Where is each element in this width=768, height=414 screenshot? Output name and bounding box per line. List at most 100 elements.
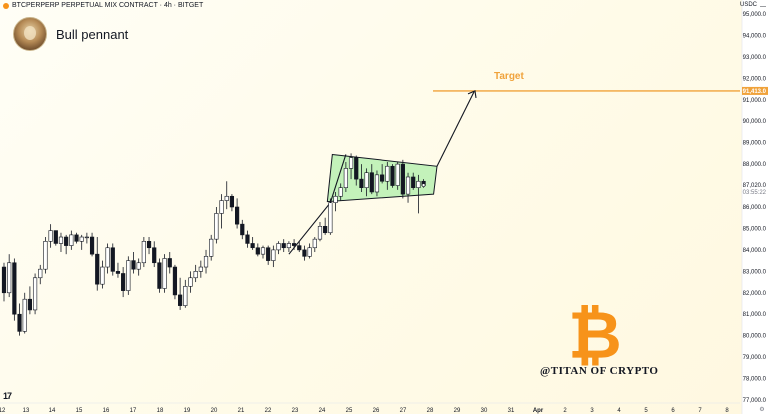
candle-up[interactable] [209,238,214,257]
candle-up[interactable] [32,277,38,311]
y-tick-label: 85,000.0 [743,226,767,232]
candle-up[interactable] [317,226,323,240]
candle-up[interactable] [79,236,84,242]
candle-down[interactable] [121,273,126,291]
candle-up[interactable] [348,157,354,169]
tradingview-logo-icon[interactable]: 17 [3,391,12,401]
candle-down[interactable] [1,266,7,294]
candle-down[interactable] [255,247,260,255]
candle-up[interactable] [43,241,48,270]
x-tick-label: 27 [400,408,407,414]
candle-down[interactable] [53,230,58,244]
candle-down[interactable] [411,176,416,189]
candle-down[interactable] [359,178,364,189]
candle-up[interactable] [312,238,317,249]
candle-up[interactable] [203,256,209,268]
candle-up[interactable] [219,200,224,214]
candle-up[interactable] [364,172,369,188]
candle-up[interactable] [416,180,421,188]
candle-up[interactable] [405,176,411,195]
candle-down[interactable] [291,243,297,246]
candle-up[interactable] [286,243,292,249]
candle-down[interactable] [250,243,255,249]
candle-up[interactable] [105,247,110,268]
candle-down[interactable] [380,174,385,182]
candle-down[interactable] [27,298,33,311]
candle-up[interactable] [224,195,229,201]
candle-up[interactable] [333,195,338,204]
candle-up[interactable] [343,168,348,188]
x-tick-label: 15 [76,408,83,414]
candle-down[interactable] [89,236,95,255]
candle-down[interactable] [172,266,178,296]
candle-up[interactable] [48,230,53,242]
candle-up[interactable] [100,266,105,285]
candle-up[interactable] [395,163,400,186]
candle-up[interactable] [260,247,266,255]
candle-down[interactable] [115,271,121,274]
symbol-header[interactable]: BTCPERPERP PERPETUAL MIX CONTRACT · 4h ·… [3,2,203,9]
x-tick-label: 16 [103,408,110,414]
candle-up[interactable] [58,236,64,244]
currency-label[interactable]: USDC [739,2,757,8]
candle-down[interactable] [95,253,100,285]
candle-up[interactable] [338,187,343,197]
candle-down[interactable] [281,243,286,249]
candle-up[interactable] [214,213,219,240]
candle-down[interactable] [229,195,235,208]
candle-down[interactable] [302,249,307,257]
bitcoin-icon [3,2,9,9]
candle-down[interactable] [297,245,302,251]
target-price-badge[interactable] [742,86,768,95]
candle-down[interactable] [131,260,136,270]
candle-up[interactable] [374,174,380,193]
candle-up[interactable] [162,258,167,289]
candle-up[interactable] [7,262,12,294]
candle-down[interactable] [240,223,245,236]
candle-up[interactable] [141,241,146,264]
candle-up[interactable] [328,202,333,234]
candle-up[interactable] [198,266,203,272]
candle-down[interactable] [354,157,359,180]
candle-down[interactable] [369,172,374,193]
candle-down[interactable] [12,262,17,315]
x-tick-label: 31 [508,408,515,414]
x-tick-label: 3 [590,408,594,414]
candle-up[interactable] [188,277,193,287]
candle-down[interactable] [266,247,271,261]
candle-down[interactable] [146,241,152,249]
last-price-badge[interactable] [742,181,768,190]
candle-up[interactable] [271,249,276,261]
candle-down[interactable] [178,294,183,306]
candle-down[interactable] [17,313,22,332]
candle-down[interactable] [152,247,157,264]
candle-up[interactable] [276,243,281,251]
candle-down[interactable] [64,236,69,246]
candle-up[interactable] [38,268,43,279]
price-axis-background[interactable] [742,0,768,414]
candle-up[interactable] [385,165,390,182]
candle-up[interactable] [69,234,74,246]
x-tick-label: 13 [23,408,30,414]
candle-down[interactable] [245,234,250,244]
candle-down[interactable] [167,258,172,268]
projection-arrow[interactable] [436,91,475,167]
candle-up[interactable] [136,262,141,270]
candle-up[interactable] [183,286,188,306]
candle-down[interactable] [323,226,328,234]
candle-down[interactable] [235,206,240,225]
candle-down[interactable] [110,247,115,272]
candle-up[interactable] [126,260,131,291]
candle-up[interactable] [22,298,27,332]
candle-down[interactable] [74,234,79,242]
candle-up[interactable] [84,236,89,239]
target-price-label: 91,413.0 [743,89,767,95]
candle-down[interactable] [157,262,162,289]
candle-down[interactable] [400,163,405,195]
x-tick-label: 14 [49,408,56,414]
candle-up[interactable] [193,271,198,279]
candle-up[interactable] [307,247,312,257]
candle-down[interactable] [390,165,395,186]
